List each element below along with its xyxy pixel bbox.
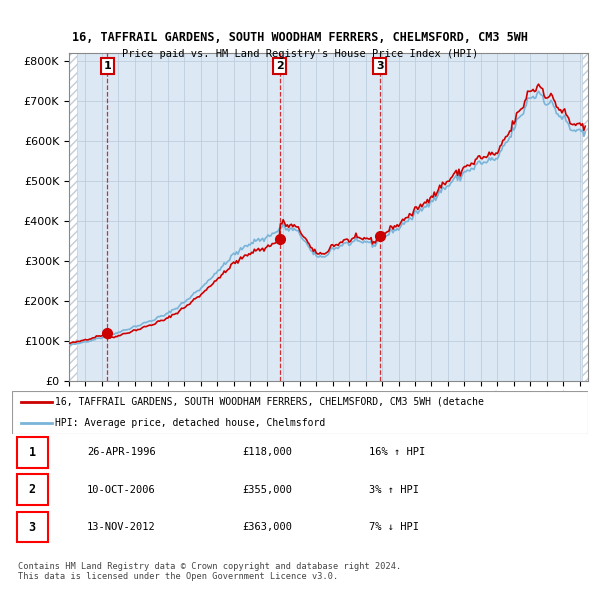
Text: 26-APR-1996: 26-APR-1996 bbox=[87, 447, 155, 457]
Text: 1: 1 bbox=[29, 446, 36, 459]
Text: 16% ↑ HPI: 16% ↑ HPI bbox=[369, 447, 425, 457]
Text: 16, TAFFRAIL GARDENS, SOUTH WOODHAM FERRERS, CHELMSFORD, CM3 5WH: 16, TAFFRAIL GARDENS, SOUTH WOODHAM FERR… bbox=[72, 31, 528, 44]
Text: HPI: Average price, detached house, Chelmsford: HPI: Average price, detached house, Chel… bbox=[55, 418, 325, 428]
Text: 10-OCT-2006: 10-OCT-2006 bbox=[87, 485, 155, 494]
Text: 3: 3 bbox=[29, 520, 36, 533]
Text: Contains HM Land Registry data © Crown copyright and database right 2024.
This d: Contains HM Land Registry data © Crown c… bbox=[18, 562, 401, 581]
Bar bbox=[582, 53, 588, 381]
FancyBboxPatch shape bbox=[17, 512, 48, 542]
FancyBboxPatch shape bbox=[17, 437, 48, 468]
Text: £363,000: £363,000 bbox=[242, 522, 292, 532]
Text: 1: 1 bbox=[103, 61, 111, 71]
Text: Price paid vs. HM Land Registry's House Price Index (HPI): Price paid vs. HM Land Registry's House … bbox=[122, 49, 478, 59]
Text: 16, TAFFRAIL GARDENS, SOUTH WOODHAM FERRERS, CHELMSFORD, CM3 5WH (detache: 16, TAFFRAIL GARDENS, SOUTH WOODHAM FERR… bbox=[55, 397, 484, 407]
Text: 7% ↓ HPI: 7% ↓ HPI bbox=[369, 522, 419, 532]
Text: 3% ↑ HPI: 3% ↑ HPI bbox=[369, 485, 419, 494]
Text: £355,000: £355,000 bbox=[242, 485, 292, 494]
Text: 3: 3 bbox=[376, 61, 384, 71]
Text: 2: 2 bbox=[276, 61, 284, 71]
Bar bbox=[69, 53, 77, 381]
Text: £118,000: £118,000 bbox=[242, 447, 292, 457]
FancyBboxPatch shape bbox=[17, 474, 48, 505]
FancyBboxPatch shape bbox=[12, 391, 588, 434]
Text: 2: 2 bbox=[29, 483, 36, 496]
Text: 13-NOV-2012: 13-NOV-2012 bbox=[87, 522, 155, 532]
